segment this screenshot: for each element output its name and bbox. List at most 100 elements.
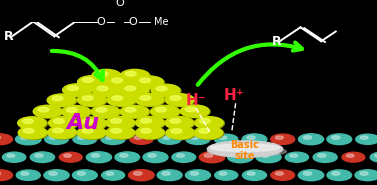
Circle shape: [18, 127, 47, 139]
Circle shape: [54, 119, 64, 123]
Circle shape: [327, 134, 352, 145]
Circle shape: [141, 118, 151, 123]
Circle shape: [199, 129, 210, 133]
Circle shape: [360, 136, 368, 139]
Circle shape: [136, 116, 164, 129]
Circle shape: [125, 107, 136, 112]
Circle shape: [67, 86, 78, 90]
Circle shape: [185, 107, 196, 112]
Circle shape: [303, 136, 312, 139]
Circle shape: [135, 94, 164, 106]
Circle shape: [63, 84, 91, 96]
Circle shape: [78, 94, 107, 107]
Circle shape: [78, 136, 86, 139]
Circle shape: [276, 136, 284, 139]
Circle shape: [375, 154, 377, 157]
Text: H⁺: H⁺: [223, 88, 244, 103]
Circle shape: [49, 127, 77, 139]
Circle shape: [261, 154, 269, 157]
Circle shape: [66, 107, 77, 112]
Circle shape: [111, 128, 122, 133]
Circle shape: [106, 172, 114, 175]
Circle shape: [170, 119, 181, 123]
Circle shape: [167, 127, 196, 139]
Circle shape: [121, 106, 150, 118]
Circle shape: [78, 127, 107, 139]
Circle shape: [141, 128, 152, 133]
Circle shape: [102, 170, 124, 180]
Circle shape: [86, 152, 112, 163]
Circle shape: [108, 94, 137, 107]
Circle shape: [102, 134, 126, 145]
Circle shape: [0, 134, 12, 145]
Circle shape: [64, 84, 92, 97]
Circle shape: [216, 171, 239, 181]
Circle shape: [346, 154, 354, 157]
Circle shape: [93, 70, 122, 82]
Circle shape: [92, 69, 121, 82]
Circle shape: [19, 127, 48, 139]
Circle shape: [106, 117, 135, 129]
Circle shape: [215, 170, 238, 180]
Circle shape: [271, 134, 295, 144]
Circle shape: [158, 134, 181, 144]
Circle shape: [45, 170, 70, 181]
Circle shape: [103, 171, 126, 181]
Circle shape: [121, 85, 150, 97]
Circle shape: [219, 172, 227, 175]
Circle shape: [112, 96, 123, 100]
Circle shape: [243, 134, 268, 145]
Circle shape: [136, 126, 164, 139]
Circle shape: [87, 152, 113, 163]
Circle shape: [77, 94, 106, 106]
Circle shape: [157, 170, 182, 181]
Circle shape: [45, 134, 68, 144]
Circle shape: [276, 172, 284, 175]
Circle shape: [152, 106, 180, 118]
Circle shape: [187, 170, 211, 181]
Circle shape: [285, 152, 308, 162]
Circle shape: [91, 105, 120, 118]
Circle shape: [107, 117, 136, 130]
Circle shape: [0, 170, 14, 181]
Circle shape: [204, 154, 213, 157]
Circle shape: [176, 154, 184, 157]
Circle shape: [187, 134, 211, 145]
Circle shape: [74, 170, 98, 181]
Circle shape: [7, 154, 15, 157]
Circle shape: [371, 153, 377, 163]
Circle shape: [44, 170, 69, 181]
Circle shape: [244, 171, 268, 181]
Circle shape: [4, 153, 27, 163]
Circle shape: [191, 136, 199, 139]
Circle shape: [96, 107, 107, 112]
Circle shape: [327, 170, 352, 181]
Circle shape: [360, 172, 368, 175]
Circle shape: [120, 69, 149, 82]
Circle shape: [125, 86, 136, 91]
Circle shape: [33, 105, 62, 118]
Circle shape: [74, 135, 98, 145]
Circle shape: [162, 136, 170, 139]
Circle shape: [18, 117, 46, 129]
Circle shape: [20, 136, 29, 139]
Circle shape: [171, 129, 182, 133]
Circle shape: [242, 170, 267, 180]
Circle shape: [130, 170, 155, 181]
Circle shape: [78, 117, 106, 130]
Circle shape: [328, 170, 353, 181]
Circle shape: [313, 152, 337, 162]
Circle shape: [144, 152, 169, 163]
Ellipse shape: [207, 141, 283, 157]
Circle shape: [195, 117, 223, 129]
Circle shape: [77, 127, 106, 139]
Circle shape: [314, 152, 338, 163]
Circle shape: [190, 172, 199, 175]
Circle shape: [303, 172, 312, 175]
Circle shape: [0, 172, 1, 175]
Circle shape: [299, 170, 325, 181]
Circle shape: [61, 105, 90, 118]
Circle shape: [143, 152, 168, 163]
Circle shape: [17, 134, 42, 145]
Circle shape: [0, 170, 12, 181]
